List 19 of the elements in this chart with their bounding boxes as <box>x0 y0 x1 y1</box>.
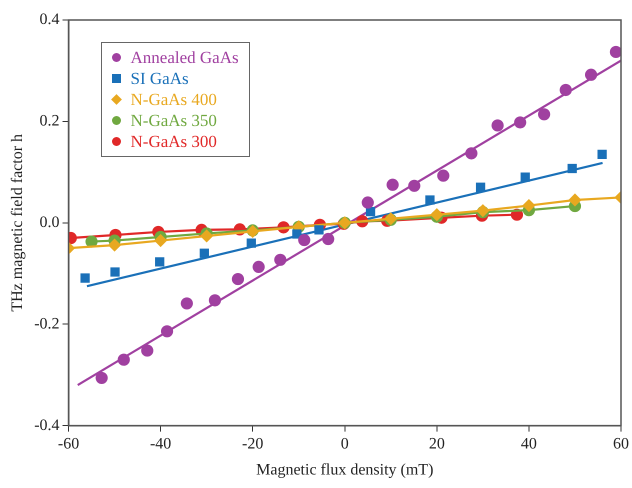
y-tick-label: 0.2 <box>40 112 60 130</box>
legend-label: N-GaAs 350 <box>130 110 217 131</box>
y-axis-title: THz magnetic field factor h <box>8 134 26 312</box>
x-tick-label: 0 <box>340 435 349 452</box>
x-tick-label: -40 <box>150 435 172 452</box>
x-tick-label: -20 <box>242 435 264 452</box>
x-axis-title: Magnetic flux density (mT) <box>256 462 434 479</box>
x-tick-label: 60 <box>613 435 629 452</box>
legend-label: SI GaAs <box>130 68 189 89</box>
legend-label: N-GaAs 400 <box>130 89 217 110</box>
y-tick-label: 0.0 <box>40 214 60 232</box>
x-tick-label: 20 <box>428 435 445 452</box>
y-tick-label: 0.4 <box>40 11 60 28</box>
y-tick-label: -0.2 <box>34 315 60 332</box>
legend-label: Annealed GaAs <box>130 47 239 68</box>
x-tick-label: 40 <box>520 435 537 452</box>
legend-label: N-GaAs 300 <box>130 131 217 152</box>
y-tick-label: -0.4 <box>34 416 60 434</box>
x-tick-label: -60 <box>58 435 80 452</box>
